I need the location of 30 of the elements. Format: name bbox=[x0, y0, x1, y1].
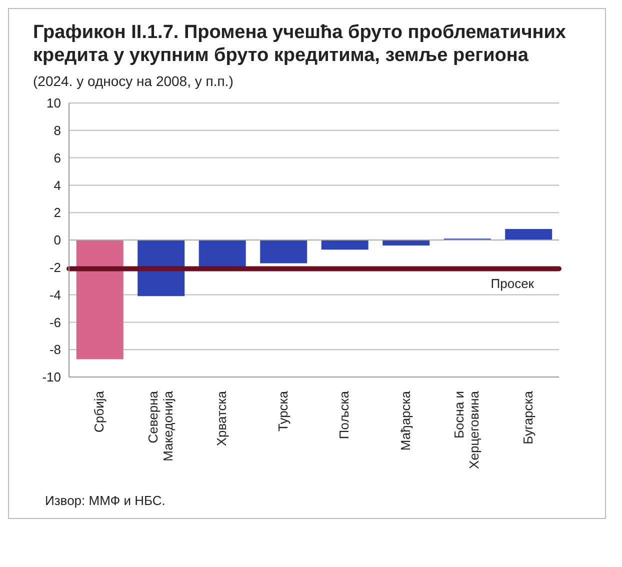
chart-title: Графикон II.1.7. Промена учешћа бруто проблематичних кредита у укупним бруто кредитима, земље региона bbox=[32, 21, 567, 67]
bar bbox=[260, 240, 308, 264]
chart-subtitle: (2024. у односу на 2008, у п.п.) bbox=[32, 72, 234, 89]
x-tick-label: Северна Македонија bbox=[145, 390, 176, 462]
y-tick-label: -8 bbox=[49, 342, 61, 358]
y-tick-label: -2 bbox=[49, 260, 61, 276]
x-tick-label: Хрватска bbox=[214, 390, 230, 446]
bar bbox=[382, 240, 430, 246]
x-tick-label: Босна и Херцеговина bbox=[452, 390, 482, 469]
x-tick-label: Турска bbox=[275, 390, 290, 432]
bar bbox=[138, 240, 185, 296]
x-tick-label: Бугарска bbox=[520, 390, 536, 444]
y-tick-label: 4 bbox=[54, 178, 61, 193]
bar bbox=[76, 240, 124, 360]
bar bbox=[321, 240, 368, 250]
y-tick-label: 6 bbox=[54, 150, 61, 166]
y-tick-label: 0 bbox=[54, 232, 61, 248]
y-tick-label: 2 bbox=[54, 205, 61, 220]
x-tick-label: Пољска bbox=[336, 390, 352, 440]
bar bbox=[505, 229, 552, 240]
bar bbox=[198, 240, 246, 268]
y-tick-label: 8 bbox=[54, 123, 61, 138]
x-tick-label: Мађарска bbox=[398, 390, 413, 451]
y-tick-label: -4 bbox=[49, 287, 61, 302]
ref-line-label: Просек bbox=[490, 276, 534, 291]
text: Извор: ММФ и НБС. bbox=[44, 492, 166, 508]
y-tick-label: 10 bbox=[46, 96, 61, 111]
x-tick-label: Србија bbox=[92, 390, 107, 432]
y-tick-label: -10 bbox=[42, 370, 61, 385]
y-tick-label: -6 bbox=[49, 314, 61, 330]
